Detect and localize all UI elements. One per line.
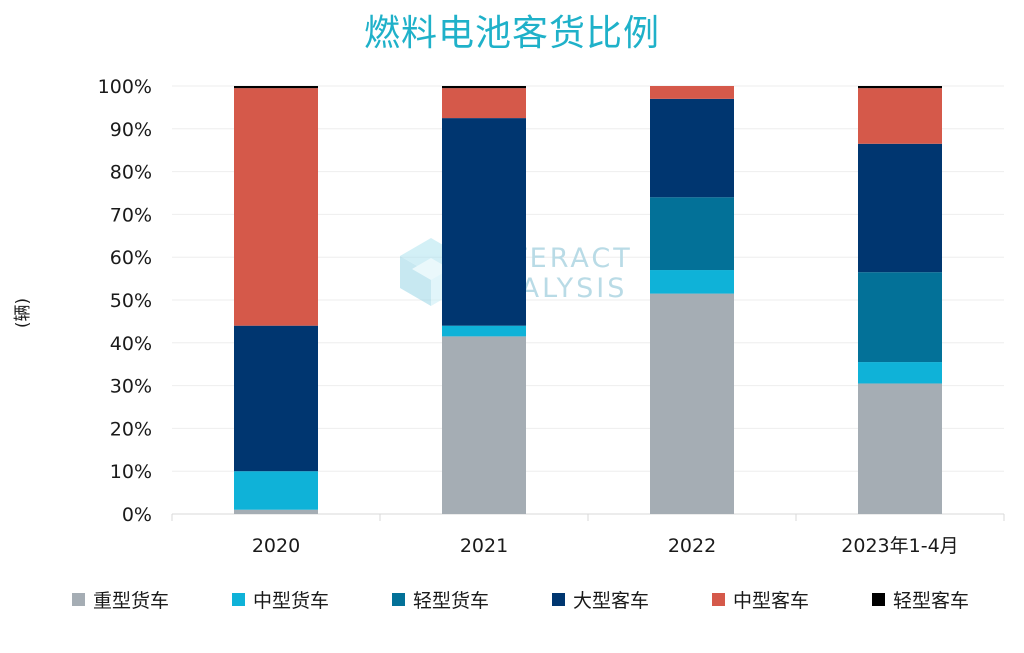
bar-segment: [650, 293, 734, 514]
bar-segment: [234, 471, 318, 510]
bar-segment: [858, 362, 942, 384]
legend-swatch: [392, 593, 405, 606]
bar-segment: [442, 86, 526, 89]
legend-swatch: [552, 593, 565, 606]
x-tick-label: 2020: [252, 535, 300, 557]
chart-title: 燃料电池客货比例: [363, 13, 660, 54]
bar-segment: [234, 86, 318, 89]
bar-segment: [442, 325, 526, 337]
y-tick-label: 50%: [110, 290, 152, 312]
bar-segment: [650, 86, 734, 99]
legend-swatch: [872, 593, 885, 606]
bar-segment: [858, 383, 942, 514]
y-tick-label: 40%: [110, 333, 152, 355]
bar-segment: [858, 272, 942, 363]
x-tick-label: 2021: [460, 535, 508, 557]
legend-label: 中型客车: [733, 590, 809, 612]
bar-segment: [858, 143, 942, 273]
x-tick-label: 2023年1-4月: [841, 535, 958, 557]
legend-label: 轻型货车: [413, 590, 489, 612]
bar-segment: [442, 118, 526, 326]
bar-segment: [234, 88, 318, 326]
legend-label: 重型货车: [93, 590, 169, 612]
bars: [234, 86, 942, 514]
bar-segment: [650, 270, 734, 294]
y-axis-title: (辆): [13, 298, 33, 328]
bar-segment: [858, 88, 942, 144]
y-tick-label: 30%: [110, 376, 152, 398]
y-tick-label: 20%: [110, 418, 152, 440]
x-tick-label: 2022: [668, 535, 716, 557]
bar-segment: [858, 86, 942, 89]
bar-segment: [650, 197, 734, 271]
y-tick-label: 70%: [110, 204, 152, 226]
legend-swatch: [712, 593, 725, 606]
legend-label: 大型客车: [573, 590, 649, 612]
y-tick-label: 0%: [122, 504, 152, 526]
bar-segment: [442, 336, 526, 514]
y-tick-label: 10%: [110, 461, 152, 483]
bar-segment: [650, 98, 734, 198]
bar-segment: [442, 88, 526, 119]
legend-label: 轻型客车: [893, 590, 969, 612]
legend-label: 中型货车: [253, 590, 329, 612]
bar-segment: [234, 325, 318, 472]
legend-swatch: [232, 593, 245, 606]
y-tick-label: 100%: [98, 76, 152, 98]
legend: 重型货车 中型货车 轻型货车 大型客车 中型客车 轻型客车: [72, 590, 969, 612]
x-tick-labels: 2020 2021 2022 2023年1-4月: [252, 535, 959, 557]
bar-segment: [234, 509, 318, 514]
y-tick-label: 90%: [110, 119, 152, 141]
y-tick-label: 60%: [110, 247, 152, 269]
y-tick-label: 80%: [110, 162, 152, 184]
y-tick-labels: 0% 10% 20% 30% 40% 50% 60% 70% 80% 90% 100%: [98, 76, 152, 526]
legend-swatch: [72, 593, 85, 606]
